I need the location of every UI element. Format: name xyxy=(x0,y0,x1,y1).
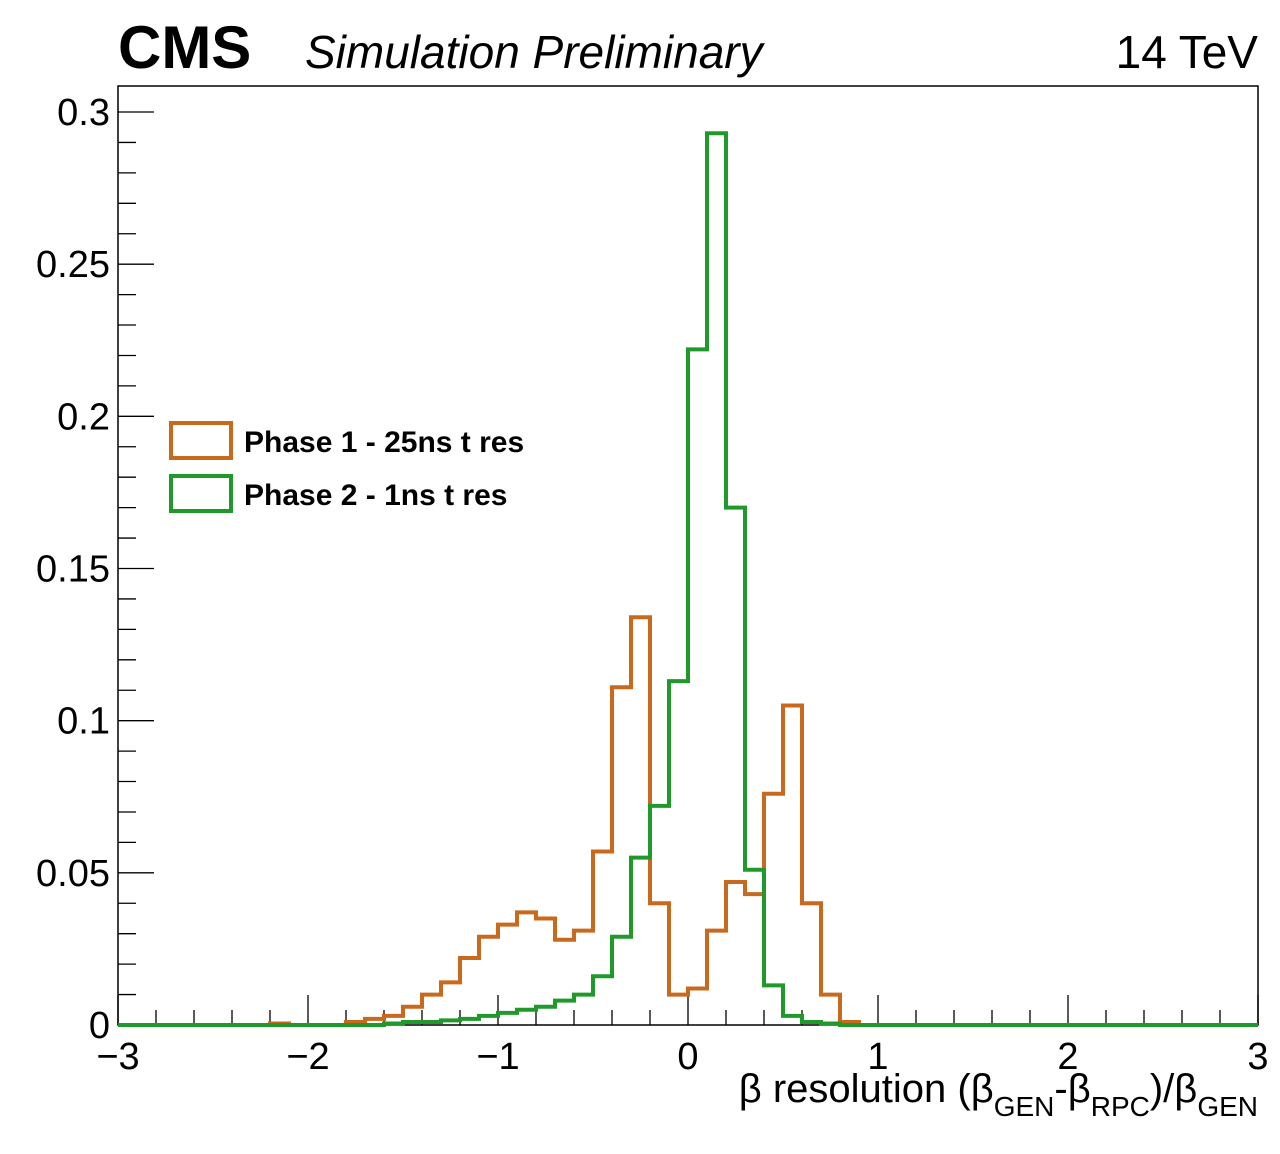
y-tick-label: 0.05 xyxy=(36,853,110,895)
y-tick-label: 0.2 xyxy=(57,396,110,438)
y-axis: 0 0.05 0.1 0.15 0.2 0.25 0.3 xyxy=(36,92,154,1047)
status-label: Simulation Preliminary xyxy=(305,26,766,78)
legend-label-phase1: Phase 1 - 25ns t res xyxy=(244,426,524,459)
x-tick-label: 0 xyxy=(677,1036,698,1078)
x-tick-label: −2 xyxy=(286,1036,329,1078)
x-tick-label: 3 xyxy=(1247,1036,1268,1078)
x-tick-label: −3 xyxy=(96,1036,139,1078)
x-tick-label: −1 xyxy=(476,1036,519,1078)
series-layer xyxy=(118,131,1258,1027)
x-axis-title: β resolution (βGEN-βRPC)/βGEN xyxy=(739,1067,1258,1122)
series-phase2-histogram xyxy=(118,131,1258,1027)
legend: Phase 1 - 25ns t res Phase 2 - 1ns t res xyxy=(169,421,524,513)
x-axis-title-mid1: -β xyxy=(1054,1067,1090,1111)
y-tick-label: 0.25 xyxy=(36,244,110,286)
y-tick-label: 0.3 xyxy=(57,92,110,134)
experiment-label: CMS xyxy=(118,14,251,81)
x-axis-title-sub-gen: GEN xyxy=(994,1091,1055,1122)
x-axis-title-mid2: )/β xyxy=(1150,1067,1197,1111)
x-axis: −3 −2 −1 0 1 2 3 xyxy=(96,995,1269,1078)
y-tick-label: 0.15 xyxy=(36,549,110,591)
x-tick-label: 2 xyxy=(1057,1036,1078,1078)
y-tick-label: 0 xyxy=(89,1005,110,1047)
y-tick-label: 0.1 xyxy=(57,701,110,743)
x-axis-title-sub-rpc: RPC xyxy=(1091,1091,1150,1122)
x-axis-title-sub-gen-2: GEN xyxy=(1197,1091,1258,1122)
x-tick-label: 1 xyxy=(867,1036,888,1078)
legend-label-phase2: Phase 2 - 1ns t res xyxy=(244,479,507,512)
legend-swatch-phase1 xyxy=(169,421,233,460)
energy-label: 14 TeV xyxy=(1116,26,1259,78)
x-axis-title-prefix: β resolution (β xyxy=(739,1067,994,1111)
legend-swatch-phase2 xyxy=(169,474,233,513)
